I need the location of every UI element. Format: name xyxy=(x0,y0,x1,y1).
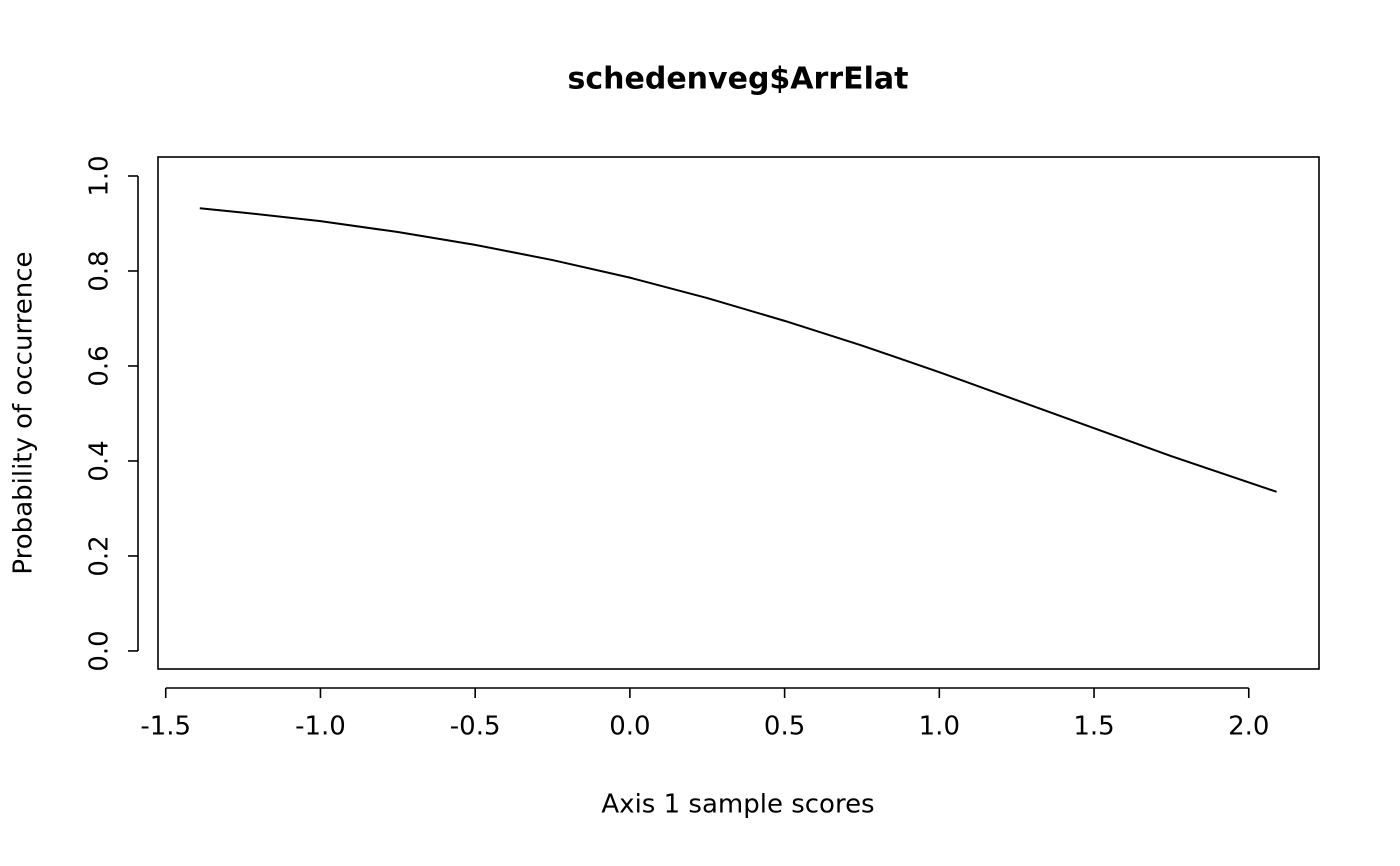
x-tick-label: 0.0 xyxy=(609,712,650,742)
x-tick-label: 1.0 xyxy=(919,712,960,742)
chart-title: schedenveg$ArrElat xyxy=(568,62,909,97)
plot-frame xyxy=(157,156,1320,670)
x-tick-label: -1.5 xyxy=(140,712,191,742)
data-line xyxy=(199,207,1277,493)
x-tick-label: -1.0 xyxy=(295,712,346,742)
x-axis-label: Axis 1 sample scores xyxy=(601,790,874,820)
x-tick-label: -0.5 xyxy=(450,712,501,742)
y-tick-label: 0.4 xyxy=(85,440,115,481)
x-tick-label: 2.0 xyxy=(1228,712,1269,742)
y-tick-label: 0.2 xyxy=(85,535,115,576)
x-tick-label: 1.5 xyxy=(1073,712,1114,742)
y-tick-label: 0.0 xyxy=(85,630,115,671)
y-tick-label: 1.0 xyxy=(85,155,115,196)
x-tick-label: 0.5 xyxy=(764,712,805,742)
y-tick-label: 0.6 xyxy=(85,345,115,386)
y-axis-label: Probability of occurrence xyxy=(9,251,39,574)
y-tick-label: 0.8 xyxy=(85,250,115,291)
